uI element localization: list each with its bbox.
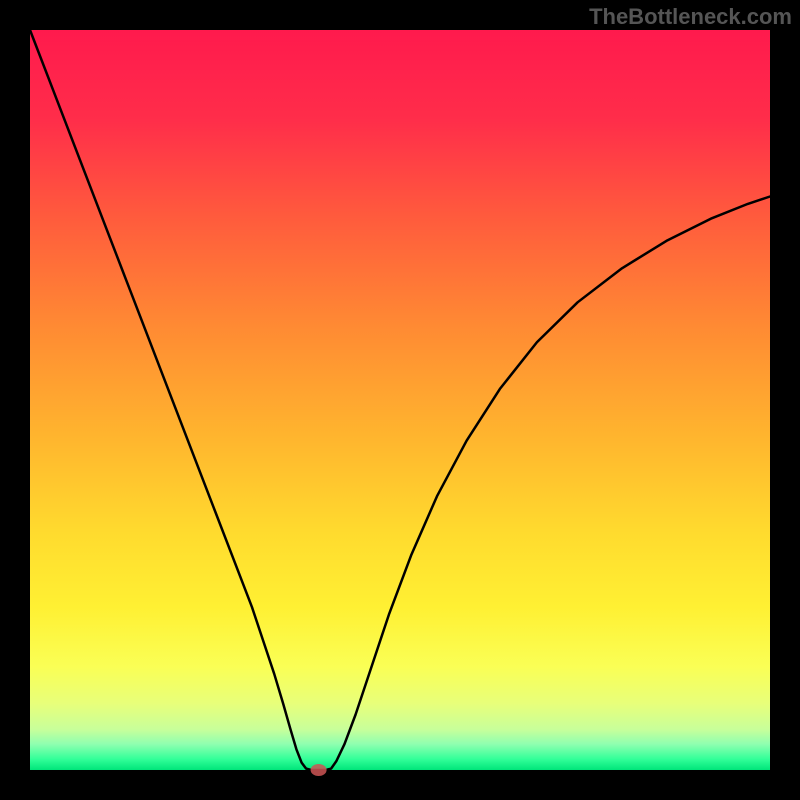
watermark-text: TheBottleneck.com [589, 4, 792, 30]
chart-svg [0, 0, 800, 800]
bottleneck-chart: TheBottleneck.com [0, 0, 800, 800]
minimum-marker [311, 764, 327, 776]
plot-gradient-background [30, 30, 770, 770]
